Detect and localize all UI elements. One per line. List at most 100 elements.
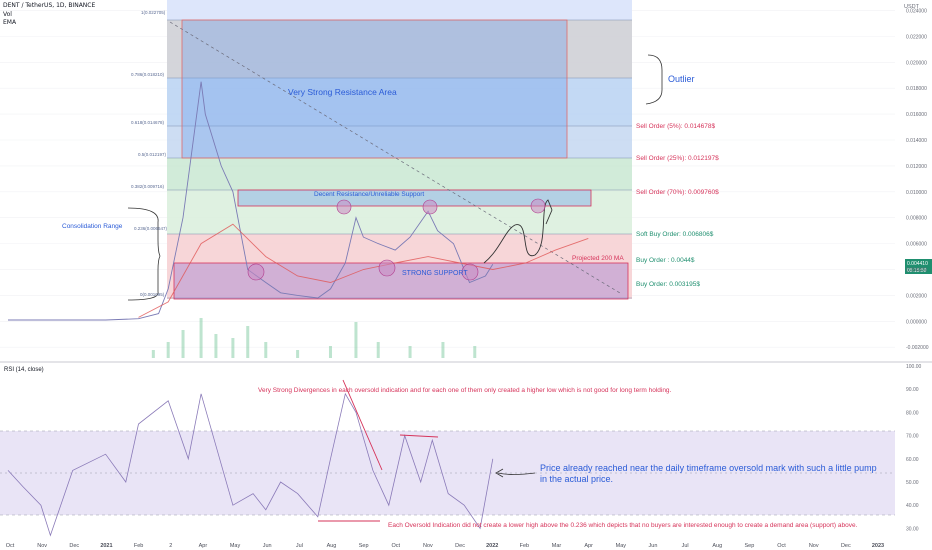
x-axis-tick: 2021 <box>100 543 112 549</box>
current-price-value: 0.004410 <box>907 261 928 267</box>
resistance-area-label: Very Strong Resistance Area <box>288 87 397 97</box>
rsi-oversold-note-line2: in the actual price. <box>540 474 613 484</box>
order-label: Buy Order : 0.0044$ <box>636 257 695 264</box>
x-axis-tick: Mar <box>552 543 562 549</box>
price-axis-tick: 0.022000 <box>906 34 927 40</box>
rsi-axis-tick: 80.00 <box>906 410 919 416</box>
projection-arrow <box>545 209 553 225</box>
fib-zone-0618 <box>167 126 632 158</box>
x-axis-tick: Feb <box>520 543 529 549</box>
rsi-lower-high-note: Each Oversold Indication did not create … <box>388 522 858 529</box>
support-touch-3[interactable] <box>461 263 479 281</box>
rsi-pointer-arrow <box>497 472 536 475</box>
symbol-title: DENT / TetherUS, 1D, BINANCE <box>3 2 96 9</box>
x-axis-tick: Dec <box>455 543 465 549</box>
rsi-axis-tick: 100.00 <box>906 364 922 370</box>
fib-level-label: 0(0.001695) <box>140 292 165 297</box>
outlier-label: Outlier <box>668 74 695 84</box>
volume-bar <box>408 346 412 358</box>
divergence-line-2 <box>399 434 439 438</box>
fib-level-label: 0.5(0.012197) <box>138 152 167 157</box>
x-axis-tick: Aug <box>327 543 337 549</box>
ema-indicator-label: EMA <box>3 19 17 26</box>
rsi-axis-tick: 50.00 <box>906 480 919 486</box>
price-axis-tick: 0.012000 <box>906 164 927 170</box>
consolidation-bracket <box>127 207 161 301</box>
fib-level-label: 1(0.022705) <box>141 10 166 15</box>
x-axis-tick: Nov <box>809 543 819 549</box>
support-touch-2[interactable] <box>378 259 396 277</box>
volume-bar <box>151 350 155 358</box>
fib-level-label: 0.236(0.006647) <box>134 226 168 231</box>
volume-bar <box>328 346 332 358</box>
fib-level-label: 0.382(0.009716) <box>131 184 165 189</box>
x-axis-tick: Oct <box>777 543 786 549</box>
rsi-line <box>7 392 494 537</box>
decent-resistance-box[interactable] <box>237 189 592 207</box>
decent-resistance-label: Decent Resistance/Unreliable Support <box>314 191 424 198</box>
volume-bar <box>354 322 358 358</box>
fib-zone-top <box>167 0 632 20</box>
current-price-time: 05:15:50 <box>907 268 927 274</box>
x-axis-tick: Aug <box>712 543 722 549</box>
volume-bar <box>181 330 185 358</box>
x-axis-tick: 2022 <box>486 543 498 549</box>
x-axis-tick: Dec <box>841 543 851 549</box>
rsi-axis-tick: 40.00 <box>906 503 919 509</box>
x-axis-tick: Apr <box>584 543 593 549</box>
fib-zone-0382 <box>167 190 632 234</box>
x-axis-tick: May <box>230 543 241 549</box>
outlier-bracket <box>645 54 663 105</box>
order-label: Sell Order (25%): 0.012197$ <box>636 155 719 162</box>
volume-bar <box>166 342 170 358</box>
volume-bar <box>264 342 268 358</box>
order-label: Sell Order (70%): 0.009760$ <box>636 189 719 196</box>
price-axis-tick: 0.008000 <box>906 216 927 222</box>
price-axis-tick: 0.016000 <box>906 112 927 118</box>
volume-bar <box>296 350 300 358</box>
fib-zone-0786 <box>167 78 632 126</box>
support-box[interactable] <box>173 262 629 300</box>
volume-bar <box>199 318 203 358</box>
fib-zone-05 <box>167 158 632 190</box>
price-axis-tick: 0.014000 <box>906 138 927 144</box>
volume-bar <box>231 338 235 358</box>
price-axis-tick: 0.004000 <box>906 268 927 274</box>
price-axis-tick: -0.002000 <box>906 345 929 351</box>
resistance-touch-3[interactable] <box>530 198 546 214</box>
ema-line <box>138 223 589 318</box>
rsi-axis-tick: 70.00 <box>906 434 919 440</box>
price-axis-tick: 0.018000 <box>906 86 927 92</box>
x-axis-tick: Oct <box>391 543 400 549</box>
volume-bar <box>473 346 477 358</box>
x-axis-tick: Jun <box>263 543 272 549</box>
quote-currency: USDT <box>904 4 920 10</box>
price-axis-tick: 0.020000 <box>906 60 927 66</box>
volume-bar <box>441 342 445 358</box>
order-label: Sell Order (5%): 0.014678$ <box>636 123 716 130</box>
fib-zone-0236 <box>167 234 632 299</box>
strong-support-label: STRONG SUPPORT <box>402 270 468 277</box>
resistance-touch-1[interactable] <box>336 199 352 215</box>
fib-level-label: 0.618(0.014678) <box>131 120 165 125</box>
x-axis-tick: Sep <box>359 543 369 549</box>
x-axis-tick: Oct <box>6 543 15 549</box>
x-axis-tick: Sep <box>745 543 755 549</box>
price-axis-tick: 0.000000 <box>906 319 927 325</box>
x-axis-tick: 2023 <box>872 543 884 549</box>
support-touch-1[interactable] <box>247 263 265 281</box>
projected-price-path <box>483 199 553 264</box>
resistance-touch-2[interactable] <box>422 199 438 215</box>
x-axis-tick: 2 <box>169 543 172 549</box>
fib-level-label: 0.786(0.018210) <box>131 72 165 77</box>
resistance-box[interactable] <box>181 19 568 159</box>
rsi-oversold-note-line1: Price already reached near the daily tim… <box>540 463 877 473</box>
divergence-line-1 <box>342 379 383 471</box>
consolidation-label: Consolidation Range <box>62 223 123 230</box>
rsi-axis-tick: 60.00 <box>906 457 919 463</box>
fib-zone-1 <box>167 20 632 78</box>
x-axis-tick: Nov <box>423 543 433 549</box>
price-axis-tick: 0.006000 <box>906 242 927 248</box>
vol-indicator-label: Vol <box>3 11 12 18</box>
